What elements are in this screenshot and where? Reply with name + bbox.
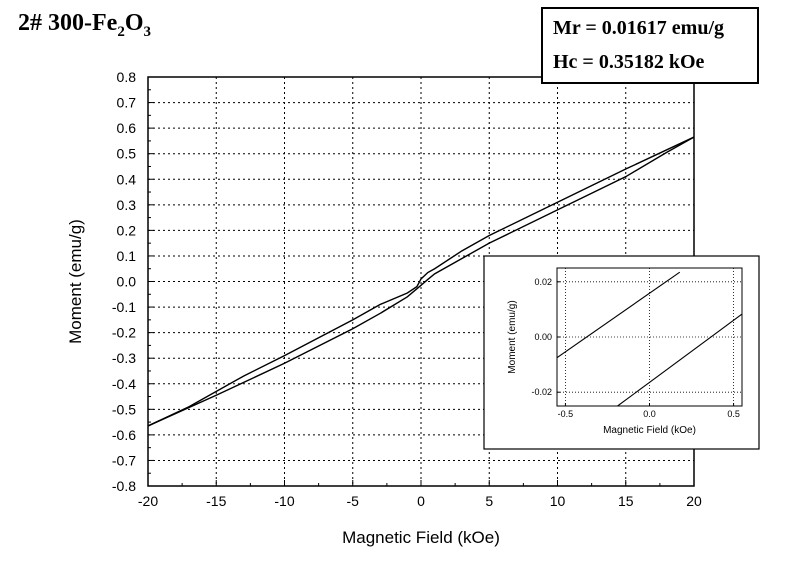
series-line-1: [557, 271, 681, 359]
inset-x-axis-title: Magnetic Field (kOe): [603, 425, 696, 436]
y-tick-label: 0.3: [117, 197, 137, 213]
x-tick-label: -20: [138, 493, 158, 509]
y-tick-label: 0.2: [117, 222, 137, 238]
series-line-1: [148, 136, 694, 427]
y-tick-label: -0.02: [531, 387, 552, 397]
main-ticks: [147, 76, 695, 487]
inset-series: [557, 271, 742, 406]
main-tick-labels: -20 -15 -10 -5 0 5 10 15 20 -0.8 -0.7 -0.6 -0.5 -0.4 -…: [112, 69, 702, 509]
info-box: Mr = 0.01617 emu/g Hc = 0.35182 kOe: [541, 7, 759, 84]
x-tick-label: 0.5: [727, 409, 740, 419]
series-line-2: [617, 313, 742, 406]
x-tick-label: -15: [206, 493, 226, 509]
x-tick-label: 5: [485, 493, 493, 509]
x-tick-label: 15: [618, 493, 634, 509]
y-tick-label: 0.4: [117, 171, 137, 187]
title-prefix: 2# 300-Fe: [18, 10, 118, 36]
x-tick-label: 20: [686, 493, 702, 509]
y-tick-label: 0.5: [117, 146, 137, 162]
title-mid: O: [124, 10, 144, 36]
y-tick-label: 0.8: [117, 69, 137, 85]
y-axis-title: Moment (emu/g): [66, 219, 85, 344]
y-tick-label: 0.0: [117, 274, 137, 290]
y-tick-label: 0.02: [534, 277, 552, 287]
title-subscript-1: 2: [117, 23, 125, 40]
y-tick-label: 0.1: [117, 248, 137, 264]
y-tick-label: -0.4: [112, 376, 136, 392]
y-tick-label: -0.8: [112, 478, 136, 494]
y-tick-label: -0.1: [112, 299, 136, 315]
inset-tick-labels: -0.5 0.0 0.5 -0.02 0.00 0.02: [531, 277, 739, 419]
y-tick-label: -0.5: [112, 401, 136, 417]
inset-box: [483, 255, 760, 450]
y-tick-label: 0.6: [117, 120, 137, 136]
title-subscript-2: 3: [143, 23, 151, 40]
inset-y-axis-title: Moment (emu/g): [507, 300, 518, 373]
inset-ticks: [557, 281, 735, 406]
x-axis-title: Magnetic Field (kOe): [342, 528, 500, 547]
x-tick-label: -0.5: [558, 409, 574, 419]
y-tick-label: -0.7: [112, 452, 136, 468]
y-tick-label: 0.7: [117, 95, 137, 111]
y-tick-label: -0.3: [112, 350, 136, 366]
mr-value: Mr = 0.01617 emu/g: [553, 17, 725, 39]
y-tick-label: -0.6: [112, 427, 136, 443]
x-tick-label: 10: [550, 493, 566, 509]
main-series: [148, 136, 694, 427]
y-tick-label: 0.00: [534, 332, 552, 342]
x-tick-label: -5: [347, 493, 360, 509]
hc-value: Hc = 0.35182 kOe: [553, 51, 705, 73]
y-tick-label: -0.2: [112, 325, 136, 341]
series-line-2: [148, 136, 694, 427]
x-tick-label: 0.0: [643, 409, 656, 419]
chart-title: 2# 300-Fe2O3: [18, 10, 151, 41]
x-tick-label: -10: [274, 493, 294, 509]
x-tick-label: 0: [417, 493, 425, 509]
